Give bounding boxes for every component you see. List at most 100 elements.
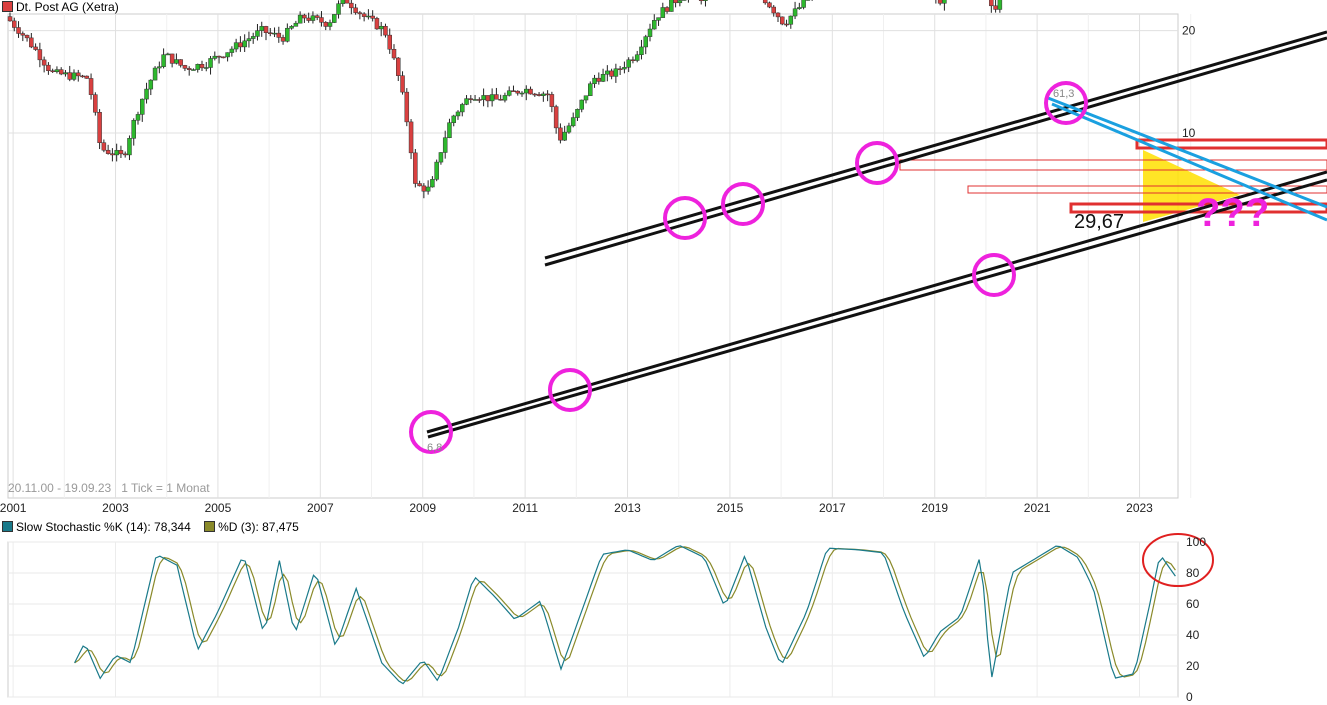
x-tick-label: 2019: [921, 501, 948, 515]
candle-down: [370, 15, 375, 19]
candle-up: [660, 7, 666, 18]
candle-up: [242, 40, 247, 48]
candle-down: [169, 53, 175, 64]
candle-up: [293, 22, 299, 27]
candle-down: [549, 94, 555, 107]
candle-down: [302, 14, 307, 19]
x-tick-label: 2021: [1024, 501, 1051, 515]
channel-line: [544, 30, 1327, 260]
highlight-circle: [972, 253, 1016, 297]
stoch-y-tick: 0: [1186, 690, 1193, 704]
stochastic-lines: [74, 533, 1214, 685]
x-tick-label: 2023: [1126, 501, 1153, 515]
candle-down: [391, 49, 397, 59]
candle-up: [997, 0, 1003, 10]
candle-down: [88, 78, 94, 95]
candle-up: [605, 70, 610, 75]
candle-down: [617, 68, 623, 71]
candle-up: [127, 138, 132, 156]
candle-down: [182, 65, 188, 69]
candle-up: [592, 77, 597, 85]
price-annotations: 6,8 61,3 29,67???: [409, 30, 1327, 454]
candle-up: [562, 131, 567, 141]
price-chart: 6,861,329,67??? 102050100200120032005200…: [0, 0, 1327, 515]
x-tick-label: 2013: [614, 501, 641, 515]
candle-down: [20, 33, 26, 36]
stoch-y-tick: 40: [1186, 628, 1200, 642]
d-swatch: [204, 521, 216, 532]
candle-up: [233, 42, 239, 50]
candle-down: [221, 56, 226, 59]
candle-down: [344, 0, 350, 4]
y-tick-label: 10: [1182, 126, 1196, 140]
series-swatch: [2, 1, 13, 12]
candle-down: [485, 95, 491, 102]
candle-down: [609, 70, 614, 77]
x-tick-label: 2015: [717, 501, 744, 515]
candle-up: [600, 74, 606, 82]
candle-up: [788, 15, 794, 25]
candle-up: [204, 67, 209, 69]
candle-up: [225, 52, 230, 58]
candle-down: [515, 90, 520, 94]
candle-up: [332, 14, 337, 23]
candle-up: [272, 32, 277, 35]
stochastic-axis: 0 20 40 60 80 100: [1186, 535, 1206, 704]
candle-up: [430, 179, 435, 188]
candle-down: [413, 152, 418, 184]
candle-up: [140, 98, 145, 115]
candle-up: [677, 0, 683, 4]
candle-down: [7, 16, 13, 22]
d-legend: %D (3): 87,475: [218, 520, 299, 534]
candle-down: [323, 22, 328, 27]
candle-down: [408, 121, 414, 154]
candle-down: [276, 32, 282, 38]
candle-up: [583, 95, 589, 101]
candle-down: [199, 63, 205, 69]
candle-down: [16, 27, 21, 34]
candle-down: [498, 98, 503, 101]
candle-up: [643, 36, 648, 48]
candle-down: [536, 94, 542, 96]
candle-down: [84, 75, 90, 79]
candle-up: [434, 161, 439, 180]
candle-down: [374, 18, 380, 30]
price-axis: 1020501002001200320052007200920112013201…: [0, 24, 1196, 515]
candle-down: [396, 57, 401, 76]
candle-down: [101, 142, 107, 151]
candle-up: [447, 122, 452, 138]
candle-down: [306, 17, 311, 21]
channel-line: [427, 178, 1327, 439]
candle-up: [588, 83, 593, 96]
candle-down: [664, 7, 670, 12]
candle-up: [455, 111, 461, 117]
support-label: 29,67: [1074, 211, 1124, 233]
candle-up: [208, 58, 213, 68]
candle-up: [157, 66, 162, 69]
candle-down: [771, 6, 776, 14]
candle-up: [114, 150, 119, 156]
candle-down: [263, 26, 269, 33]
stochastic-legend: Slow Stochastic %K (14): 78,344 %D (3): …: [2, 520, 299, 534]
candle-up: [464, 98, 469, 105]
candle-up: [481, 95, 486, 100]
candle-down: [417, 183, 422, 187]
k-legend: Slow Stochastic %K (14): 78,344: [16, 520, 191, 534]
candle-up: [669, 0, 674, 12]
candle-down: [511, 90, 516, 92]
candle-up: [54, 69, 60, 72]
stochastic-plot-area: [7, 541, 1179, 698]
candle-down: [421, 185, 427, 192]
candle-down: [67, 72, 72, 80]
stoch-y-tick: 20: [1186, 659, 1200, 673]
candle-down: [767, 2, 772, 8]
channel-line: [426, 170, 1327, 434]
candle-up: [71, 72, 77, 80]
candle-down: [29, 37, 34, 48]
candle-up: [378, 25, 384, 30]
candle-up: [195, 63, 200, 70]
candle-down: [80, 75, 85, 78]
x-tick-label: 2003: [102, 501, 129, 515]
x-tick-label: 2009: [409, 501, 436, 515]
stoch-d-line: [74, 546, 1176, 682]
